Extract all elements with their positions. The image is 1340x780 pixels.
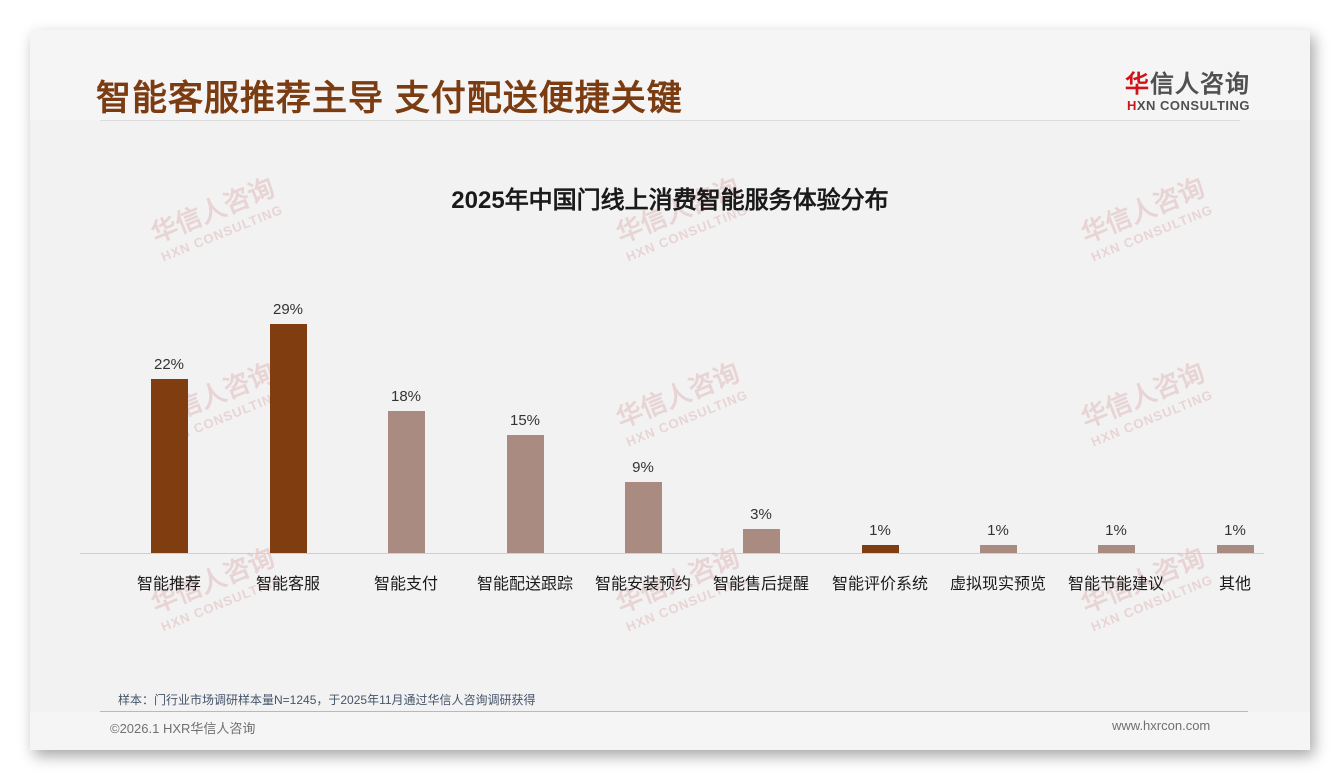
category-label: 虚拟现实预览 — [949, 576, 1046, 593]
bar-group: 29% 智能客服 — [80, 270, 1264, 600]
category-label: 智能配送跟踪 — [476, 576, 573, 593]
bar-group: 1% 虚拟现实预览 — [80, 270, 1264, 600]
bar — [1216, 545, 1254, 553]
bar-group: 1% 其他 — [80, 270, 1264, 600]
bar-value-label: 15% — [509, 411, 541, 429]
bar-chart: 22% 智能推荐 29% 智能客服 18% 智能支付 15% 智能配送跟踪 9% 智能安装预约 3%… — [80, 270, 1264, 600]
company-logo: 华信人咨询 HXN CONSULTING — [1110, 64, 1250, 113]
website-link[interactable]: www.hxrcon.com — [1112, 718, 1211, 733]
bar — [861, 545, 899, 553]
bar — [269, 324, 307, 553]
category-label: 智能支付 — [373, 576, 438, 593]
bar — [150, 379, 188, 553]
bar-value-label: 9% — [632, 458, 654, 476]
bar — [624, 481, 662, 553]
category-label: 智能评价系统 — [831, 576, 928, 593]
bar — [506, 434, 544, 553]
logo-name: 信人咨询 — [1150, 71, 1250, 98]
bar-group: 9% 智能安装预约 — [80, 270, 1264, 600]
bar-group: 3% 智能售后提醒 — [80, 270, 1264, 600]
bar-group: 1% 智能评价系统 — [80, 270, 1264, 600]
category-label: 智能推荐 — [136, 576, 201, 593]
slide: 智能客服推荐主导 支付配送便捷关键 华信人咨询 HXN CONSULTING 华… — [30, 30, 1310, 750]
category-label: 智能客服 — [255, 576, 320, 593]
bar — [742, 529, 780, 553]
title-divider — [100, 120, 1240, 121]
bar-value-label: 18% — [390, 387, 422, 405]
bar-value-label: 1% — [869, 522, 891, 540]
logo-chinese: 华信人咨询 — [1110, 64, 1250, 99]
bar-group: 1% 智能节能建议 — [80, 270, 1264, 600]
bar-group: 18% 智能支付 — [80, 270, 1264, 600]
x-axis-line — [80, 553, 1264, 554]
bar — [387, 410, 425, 553]
header-band — [30, 30, 1310, 120]
category-label: 智能安装预约 — [594, 576, 691, 593]
logo-mark: 华 — [1125, 71, 1150, 98]
source-note: 样本：门行业市场调研样本量N=1245，于2025年11月通过华信人咨询调研获得 — [118, 693, 536, 707]
bar-value-label: 22% — [153, 356, 185, 374]
bar-value-label: 1% — [1105, 522, 1127, 540]
page-title: 智能客服推荐主导 支付配送便捷关键 — [96, 79, 683, 118]
copyright-text: ©2026.1 HXR华信人咨询 — [110, 721, 256, 736]
bar — [1097, 545, 1135, 553]
logo-en-name: XN CONSULTING — [1136, 98, 1250, 113]
bar-group: 15% 智能配送跟踪 — [80, 270, 1264, 600]
bar-value-label: 1% — [987, 522, 1009, 540]
bar-value-label: 3% — [750, 506, 772, 524]
bar-value-label: 1% — [1224, 522, 1246, 540]
bar-value-label: 29% — [272, 301, 304, 318]
category-label: 其他 — [1218, 576, 1251, 593]
bar-group: 22% 智能推荐 — [80, 270, 1264, 600]
logo-en-mark: H — [1126, 98, 1137, 113]
footer-band — [30, 712, 1310, 750]
category-label: 智能售后提醒 — [712, 576, 809, 593]
footer-divider — [100, 711, 1248, 712]
category-label: 智能节能建议 — [1067, 576, 1164, 593]
chart-title: 2025年中国门线上消费智能服务体验分布 — [451, 187, 889, 214]
bar — [979, 545, 1017, 553]
logo-english: HXN CONSULTING — [1110, 98, 1250, 113]
